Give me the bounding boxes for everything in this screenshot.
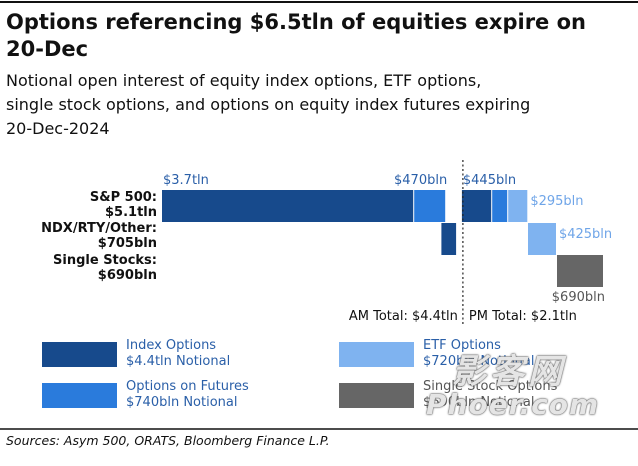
total-am: AM Total: $4.4tln xyxy=(349,309,458,324)
bar-index-options-2 xyxy=(441,223,457,255)
total-pm: PM Total: $2.1tln xyxy=(469,309,577,324)
value-label-6: $425bln xyxy=(559,227,612,242)
legend-swatch-1 xyxy=(42,383,117,408)
bar-options-on-futures-1 xyxy=(414,190,446,222)
value-label-5: $295bln xyxy=(530,194,583,209)
bar-etf-options-5 xyxy=(508,190,528,222)
value-label-1: $470bln xyxy=(394,173,447,188)
chart-title: Options referencing $6.5tln of equities … xyxy=(6,10,593,61)
chart-subtitle: Notional open interest of equity index o… xyxy=(6,71,535,138)
legend-label-3: Single Stock Options $690bln Notional xyxy=(423,379,558,410)
legend-swatch-0 xyxy=(42,342,117,367)
value-label-0: $3.7tln xyxy=(163,173,209,188)
source-note: Sources: Asym 500, ORATS, Bloomberg Fina… xyxy=(6,433,330,448)
value-label-7: $690bln xyxy=(552,290,605,305)
legend-swatch-3 xyxy=(339,383,414,408)
bar-etf-options-6 xyxy=(528,223,556,255)
value-label-3: $445bln xyxy=(463,173,516,188)
legend-swatch-2 xyxy=(339,342,414,367)
row-label-1: NDX/RTY/Other: $705bln xyxy=(41,221,157,251)
row-label-0: S&P 500: $5.1tln xyxy=(90,190,157,220)
bar-single-stock-options-7 xyxy=(557,255,603,287)
bar-options-on-futures-4 xyxy=(492,190,508,222)
bar-index-options-0 xyxy=(162,190,414,222)
legend-label-2: ETF Options $720bln Notional xyxy=(423,338,534,369)
legend-label-1: Options on Futures $740bln Notional xyxy=(126,379,249,410)
bar-index-options-3 xyxy=(461,190,492,222)
row-label-2: Single Stocks: $690bln xyxy=(53,253,157,283)
legend-label-0: Index Options $4.4tln Notional xyxy=(126,338,230,369)
